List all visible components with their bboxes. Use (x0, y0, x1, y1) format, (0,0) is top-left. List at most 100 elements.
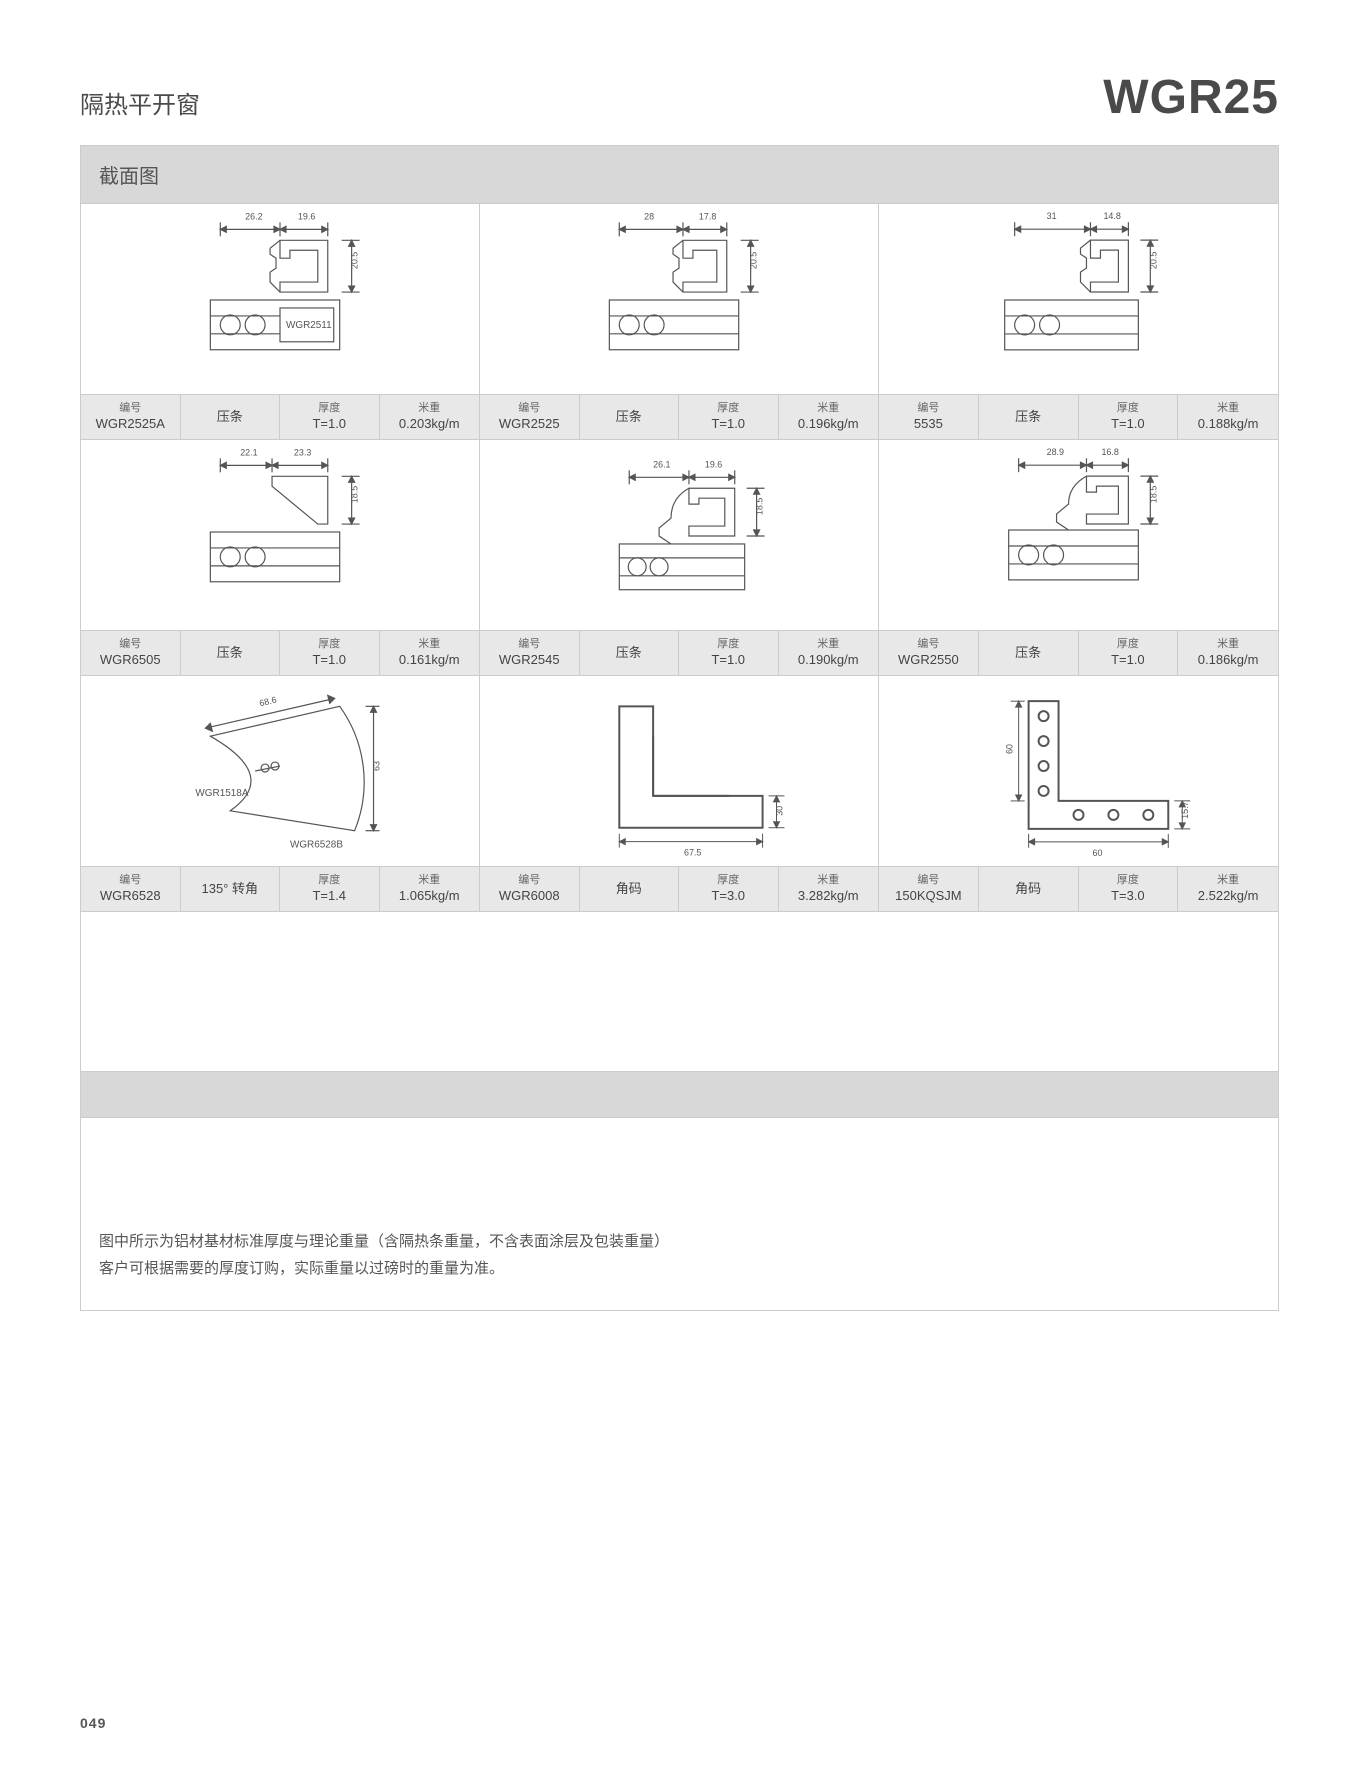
svg-text:28: 28 (644, 211, 654, 221)
svg-text:22.1: 22.1 (240, 447, 257, 457)
info-code: 编号WGR2525 (480, 395, 580, 439)
info-code: 编号WGR2550 (879, 631, 979, 675)
svg-text:17.8: 17.8 (699, 211, 716, 221)
info-weight: 米重3.282kg/m (779, 867, 879, 911)
info-code: 编号WGR2525A (81, 395, 181, 439)
spec-sheet: 截面图 (80, 145, 1279, 1311)
profile-info: 编号WGR6505 压条 厚度T=1.0 米重0.161kg/m (81, 630, 479, 675)
svg-text:20.5: 20.5 (1148, 252, 1158, 269)
info-weight: 米重0.161kg/m (380, 631, 480, 675)
profile-info: 编号5535 压条 厚度T=1.0 米重0.188kg/m (879, 394, 1278, 439)
info-thickness: 厚度T=1.0 (280, 631, 380, 675)
info-thickness: 厚度T=1.0 (679, 395, 779, 439)
info-type: 角码 (580, 867, 680, 911)
svg-text:18.5: 18.5 (1148, 486, 1158, 503)
page-header: 隔热平开窗 WGR25 (0, 0, 1359, 145)
profile-cell: 68.6 63 WGR1518A WGR6528B 编号WGR6528 135°… (81, 676, 480, 912)
profile-info: 编号WGR6008 角码 厚度T=3.0 米重3.282kg/m (480, 866, 878, 911)
svg-text:14.8: 14.8 (1103, 211, 1120, 221)
profile-cell: 67.5 30 编号WGR6008 角码 厚度T=3.0 米重3.282kg/m (480, 676, 879, 912)
profile-info: 编号WGR2525A 压条 厚度T=1.0 米重0.203kg/m (81, 394, 479, 439)
svg-text:20.5: 20.5 (749, 252, 759, 269)
profile-cell: 31 14.8 20.5 编号5535 压条 厚度T=1.0 米重0.188kg… (879, 204, 1278, 440)
profile-cell: 26.2 19.6 20.5 WGR2511 编号WGR2525A 压条 厚度T… (81, 204, 480, 440)
svg-text:63: 63 (372, 761, 382, 771)
info-thickness: 厚度T=1.0 (280, 395, 380, 439)
footnote-line: 图中所示为铝材基材标准厚度与理论重量（含隔热条重量，不含表面涂层及包装重量） (99, 1228, 1260, 1255)
svg-text:67.5: 67.5 (684, 848, 701, 858)
svg-text:68.6: 68.6 (258, 695, 277, 709)
profile-diagram: 68.6 63 WGR1518A WGR6528B (81, 676, 479, 866)
profile-diagram: 26.2 19.6 20.5 WGR2511 (81, 204, 479, 394)
svg-text:30: 30 (774, 806, 784, 816)
profile-diagram: 22.1 23.3 18.5 (81, 440, 479, 630)
footnote: 图中所示为铝材基材标准厚度与理论重量（含隔热条重量，不含表面涂层及包装重量） 客… (81, 1118, 1278, 1310)
svg-text:26.2: 26.2 (245, 211, 262, 221)
info-weight: 米重0.203kg/m (380, 395, 480, 439)
info-type: 角码 (979, 867, 1079, 911)
profile-cell: 26.1 19.6 18.5 编号WGR2545 压条 厚度T=1.0 米重0.… (480, 440, 879, 676)
profile-cell: 28.9 16.8 18.5 编号WGR2550 压条 厚度T=1.0 米重0.… (879, 440, 1278, 676)
profile-cell: 60 60 15.7 编号150KQSJM 角码 厚度T=3.0 米重2.522… (879, 676, 1278, 912)
profile-diagram: 31 14.8 20.5 (879, 204, 1278, 394)
info-weight: 米重0.186kg/m (1178, 631, 1278, 675)
svg-text:WGR6528B: WGR6528B (290, 840, 343, 851)
svg-text:60: 60 (1092, 848, 1102, 858)
svg-text:16.8: 16.8 (1101, 447, 1118, 457)
svg-text:WGR1518A: WGR1518A (195, 788, 248, 799)
profile-diagram: 28 17.8 20.5 (480, 204, 878, 394)
svg-text:18.5: 18.5 (755, 498, 765, 515)
svg-text:60: 60 (1005, 744, 1015, 754)
profile-diagram: 28.9 16.8 18.5 (879, 440, 1278, 630)
info-weight: 米重2.522kg/m (1178, 867, 1278, 911)
header-category: 隔热平开窗 (80, 85, 200, 120)
profile-diagram: 26.1 19.6 18.5 (480, 440, 878, 630)
profile-diagram: 60 60 15.7 (879, 676, 1278, 866)
info-code: 编号5535 (879, 395, 979, 439)
info-type: 压条 (979, 395, 1079, 439)
svg-text:31: 31 (1047, 211, 1057, 221)
info-code: 编号150KQSJM (879, 867, 979, 911)
info-type: 135° 转角 (181, 867, 281, 911)
footnote-line: 客户可根据需要的厚度订购，实际重量以过磅时的重量为准。 (99, 1255, 1260, 1282)
info-type: 压条 (979, 631, 1079, 675)
profile-info: 编号WGR2525 压条 厚度T=1.0 米重0.196kg/m (480, 394, 878, 439)
svg-text:WGR2511: WGR2511 (286, 320, 332, 331)
svg-text:19.6: 19.6 (298, 211, 315, 221)
profile-info: 编号WGR2550 压条 厚度T=1.0 米重0.186kg/m (879, 630, 1278, 675)
info-thickness: 厚度T=1.4 (280, 867, 380, 911)
page-number: 049 (80, 1715, 106, 1731)
profile-grid: 26.2 19.6 20.5 WGR2511 编号WGR2525A 压条 厚度T… (81, 204, 1278, 1310)
info-code: 编号WGR2545 (480, 631, 580, 675)
profile-cell: 28 17.8 20.5 编号WGR2525 压条 厚度T=1.0 米重0.19… (480, 204, 879, 440)
gray-band (81, 1072, 1278, 1118)
svg-text:15.7: 15.7 (1180, 801, 1190, 818)
profile-info: 编号WGR2545 压条 厚度T=1.0 米重0.190kg/m (480, 630, 878, 675)
info-thickness: 厚度T=3.0 (679, 867, 779, 911)
info-code: 编号WGR6505 (81, 631, 181, 675)
info-thickness: 厚度T=1.0 (1079, 631, 1179, 675)
info-weight: 米重1.065kg/m (380, 867, 480, 911)
info-type: 压条 (181, 631, 281, 675)
info-type: 压条 (580, 631, 680, 675)
info-type: 压条 (181, 395, 281, 439)
svg-text:26.1: 26.1 (653, 459, 670, 469)
profile-info: 编号150KQSJM 角码 厚度T=3.0 米重2.522kg/m (879, 866, 1278, 911)
info-type: 压条 (580, 395, 680, 439)
info-thickness: 厚度T=1.0 (1079, 395, 1179, 439)
info-weight: 米重0.188kg/m (1178, 395, 1278, 439)
product-code: WGR25 (1103, 70, 1279, 125)
info-thickness: 厚度T=1.0 (679, 631, 779, 675)
info-code: 编号WGR6528 (81, 867, 181, 911)
info-thickness: 厚度T=3.0 (1079, 867, 1179, 911)
svg-text:23.3: 23.3 (294, 447, 311, 457)
info-code: 编号WGR6008 (480, 867, 580, 911)
empty-row (81, 912, 1278, 1072)
svg-text:18.5: 18.5 (350, 486, 360, 503)
svg-text:19.6: 19.6 (705, 459, 722, 469)
profile-cell: 22.1 23.3 18.5 编号WGR6505 压条 厚度T=1.0 米重0.… (81, 440, 480, 676)
profile-diagram: 67.5 30 (480, 676, 878, 866)
info-weight: 米重0.196kg/m (779, 395, 879, 439)
svg-text:20.5: 20.5 (350, 252, 360, 269)
profile-info: 编号WGR6528 135° 转角 厚度T=1.4 米重1.065kg/m (81, 866, 479, 911)
